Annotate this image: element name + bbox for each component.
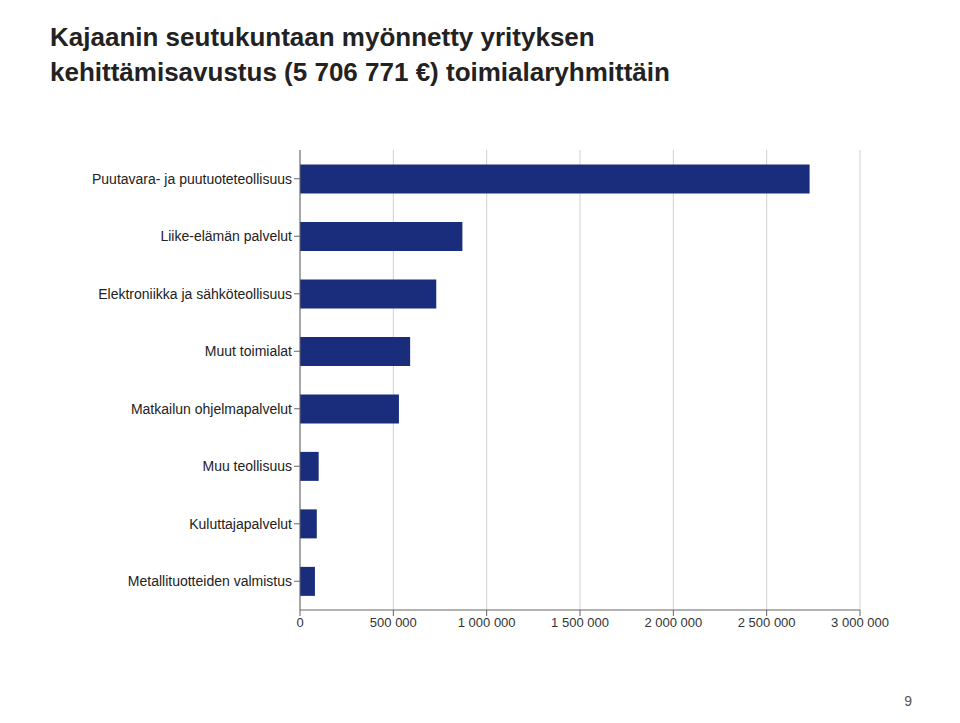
svg-text:3 000 000: 3 000 000 xyxy=(831,615,889,630)
svg-text:Metallituotteiden valmistus: Metallituotteiden valmistus xyxy=(128,573,292,589)
svg-text:2 000 000: 2 000 000 xyxy=(644,615,702,630)
html-text:kehittämisavustus (5 706 771 €: kehittämisavustus (5 706 771 €) toimiala… xyxy=(50,57,670,88)
svg-text:Muut toimialat: Muut toimialat xyxy=(205,343,292,359)
svg-text:Muu teollisuus: Muu teollisuus xyxy=(203,458,293,474)
svg-text:Liike-elämän palvelut: Liike-elämän palvelut xyxy=(160,228,292,244)
svg-text:Elektroniikka ja sähköteollisu: Elektroniikka ja sähköteollisuus xyxy=(98,286,292,302)
svg-text:0: 0 xyxy=(296,615,303,630)
svg-text:Matkailun ohjelmapalvelut: Matkailun ohjelmapalvelut xyxy=(131,401,292,417)
html-text:Kajaanin seutukuntaan myönnett: Kajaanin seutukuntaan myönnetty yritykse… xyxy=(50,22,595,52)
svg-text:1 000 000: 1 000 000 xyxy=(458,615,516,630)
svg-text:500 000: 500 000 xyxy=(370,615,417,630)
svg-text:Puutavara- ja puutuoteteollisu: Puutavara- ja puutuoteteollisuus xyxy=(92,171,292,187)
svg-text:2 500 000: 2 500 000 xyxy=(738,615,796,630)
svg-text:1 500 000: 1 500 000 xyxy=(551,615,609,630)
svg-text:Kuluttajapalvelut: Kuluttajapalvelut xyxy=(189,516,292,532)
html-text:9: 9 xyxy=(904,693,912,709)
